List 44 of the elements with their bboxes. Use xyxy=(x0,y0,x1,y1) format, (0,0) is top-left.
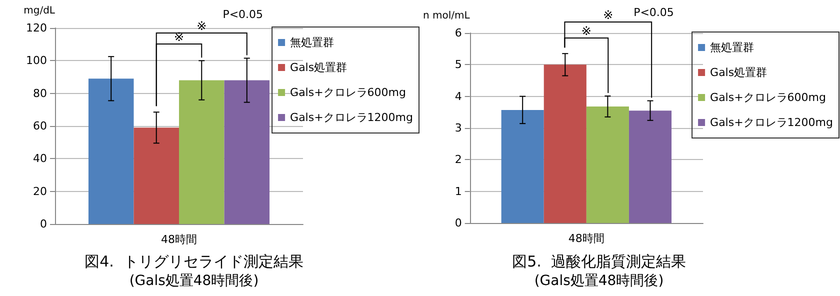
legend-label: Gals+クロレラ1200mg xyxy=(710,116,834,129)
text: ※ xyxy=(603,8,614,22)
y-tick-label: 80 xyxy=(33,86,47,100)
y-tick-label: 4 xyxy=(454,90,462,103)
x-tick-label: 48時間 xyxy=(568,232,604,245)
y-tick-label: 5 xyxy=(454,58,462,72)
y-tick-label: 6 xyxy=(454,26,462,40)
bar xyxy=(88,78,134,224)
bar xyxy=(586,106,629,223)
y-tick-label: 100 xyxy=(26,54,47,68)
annotation: ※ xyxy=(581,24,592,38)
legend-label: Gals処置群 xyxy=(290,61,348,74)
bar xyxy=(134,128,179,224)
legend-label: Gals+クロレラ1200mg xyxy=(290,111,414,124)
legend-label: 無処置群 xyxy=(290,36,334,49)
text: (Gals処置48時間後) xyxy=(534,273,664,289)
annotation: ※ xyxy=(174,30,184,44)
y-tick-label: 2 xyxy=(454,153,462,166)
legend-label: Gals処置群 xyxy=(710,66,768,79)
legend-label: Gals+クロレラ600mg xyxy=(710,91,826,104)
y-tick-label: 0 xyxy=(454,216,462,230)
text: 図5. 過酸化脂質測定結果 xyxy=(512,252,686,270)
y-tick-label: 1 xyxy=(454,184,462,198)
legend-label: 無処置群 xyxy=(710,41,754,54)
y-tick-label: 3 xyxy=(454,122,462,134)
y-axis-title: n mol/mL xyxy=(422,10,470,22)
bar xyxy=(501,110,544,223)
legend-label: Gals+クロレラ600mg xyxy=(290,86,406,99)
annotation: ※ xyxy=(196,19,207,33)
y-tick-label: 40 xyxy=(33,152,47,166)
x-tick-label: 48時間 xyxy=(161,233,197,246)
bar xyxy=(628,110,672,223)
text: P<0.05 xyxy=(634,6,674,19)
y-tick-label: 0 xyxy=(40,218,47,230)
y-tick-label: 20 xyxy=(33,184,47,198)
bar xyxy=(179,80,224,224)
bar xyxy=(544,64,586,223)
text: P<0.05 xyxy=(222,8,264,21)
text: 図4. トリグリセライド測定結果 xyxy=(84,252,304,270)
y-tick-label: 120 xyxy=(26,22,47,34)
bar xyxy=(224,80,270,224)
text: (Gals処置48時間後) xyxy=(129,273,259,289)
y-tick-label: 60 xyxy=(33,120,47,132)
y-axis-title: mg/dL xyxy=(24,6,56,16)
